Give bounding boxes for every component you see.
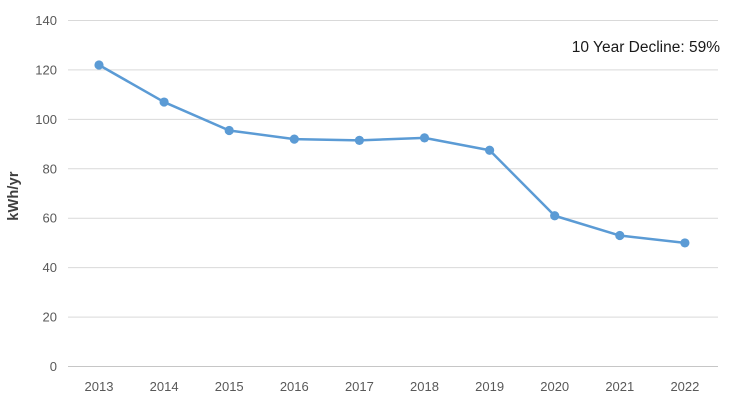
decline-annotation: 10 Year Decline: 59% <box>571 39 720 56</box>
data-point-2013 <box>94 60 104 70</box>
data-point-2015 <box>224 125 234 136</box>
data-point-2020 <box>550 211 560 221</box>
data-point-2017 <box>354 135 364 145</box>
y-tick-label: 80 <box>43 161 57 176</box>
x-tick-label: 2018 <box>410 379 439 394</box>
x-tick-label: 2020 <box>540 379 569 394</box>
x-tick-label: 2022 <box>670 379 699 394</box>
x-tick-label: 2019 <box>475 379 504 394</box>
data-point-2021 <box>615 230 625 241</box>
data-point-2018 <box>419 133 430 143</box>
data-point-2014 <box>159 97 169 107</box>
y-tick-label: 60 <box>43 211 57 226</box>
x-tick-label: 2021 <box>605 379 634 394</box>
x-tick-label: 2015 <box>215 379 244 394</box>
x-tick-label: 2016 <box>280 379 309 394</box>
x-tick-label: 2013 <box>85 379 114 394</box>
x-tick-label: 2017 <box>345 379 374 394</box>
y-tick-label: 120 <box>35 62 57 77</box>
y-tick-label: 100 <box>35 112 57 127</box>
y-tick-label: 140 <box>35 13 57 28</box>
x-tick-label: 2014 <box>150 379 179 394</box>
data-point-2016 <box>289 134 299 144</box>
y-tick-label: 40 <box>43 260 57 275</box>
data-point-2022 <box>680 238 690 248</box>
y-axis-title: kWh/yr <box>6 171 22 221</box>
y-tick-label: 20 <box>43 310 57 325</box>
data-series-line <box>97 63 687 245</box>
y-tick-label: 0 <box>50 359 57 374</box>
data-point-2019 <box>485 145 495 155</box>
